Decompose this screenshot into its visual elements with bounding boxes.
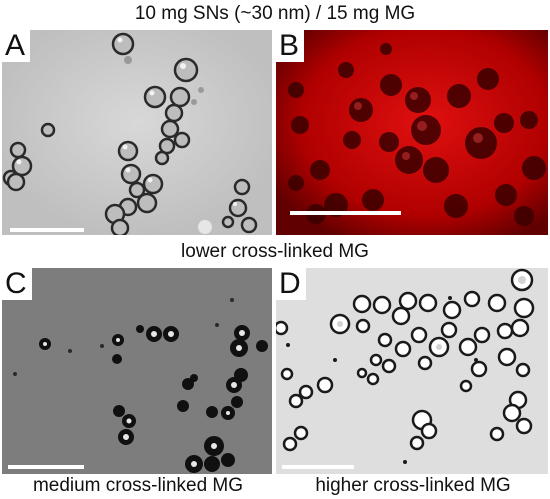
panel-c-micrograph <box>2 268 272 474</box>
panel-b-label: B <box>276 30 305 62</box>
panel-c-label: C <box>2 268 32 300</box>
panel-b: B <box>276 30 548 235</box>
panel-c-scale-bar <box>8 465 84 469</box>
panel-d-label: D <box>276 268 306 300</box>
panel-d-micrograph <box>276 268 548 474</box>
panel-a-label: A <box>2 30 31 62</box>
panel-a: A <box>2 30 272 235</box>
panel-d-scale-bar <box>282 465 354 469</box>
panel-b-micrograph <box>276 30 548 235</box>
panel-d: D <box>276 268 548 474</box>
figure-title: 10 mg SNs (~30 nm) / 15 mg MG <box>134 3 416 24</box>
panel-c: C <box>2 268 272 474</box>
caption-higher: higher cross-linked MG <box>315 475 511 496</box>
panel-a-scale-bar <box>10 228 84 232</box>
panel-b-scale-bar <box>290 211 401 215</box>
middle-caption: lower cross-linked MG <box>181 241 369 262</box>
caption-medium: medium cross-linked MG <box>32 475 244 496</box>
panel-a-micrograph <box>2 30 272 235</box>
